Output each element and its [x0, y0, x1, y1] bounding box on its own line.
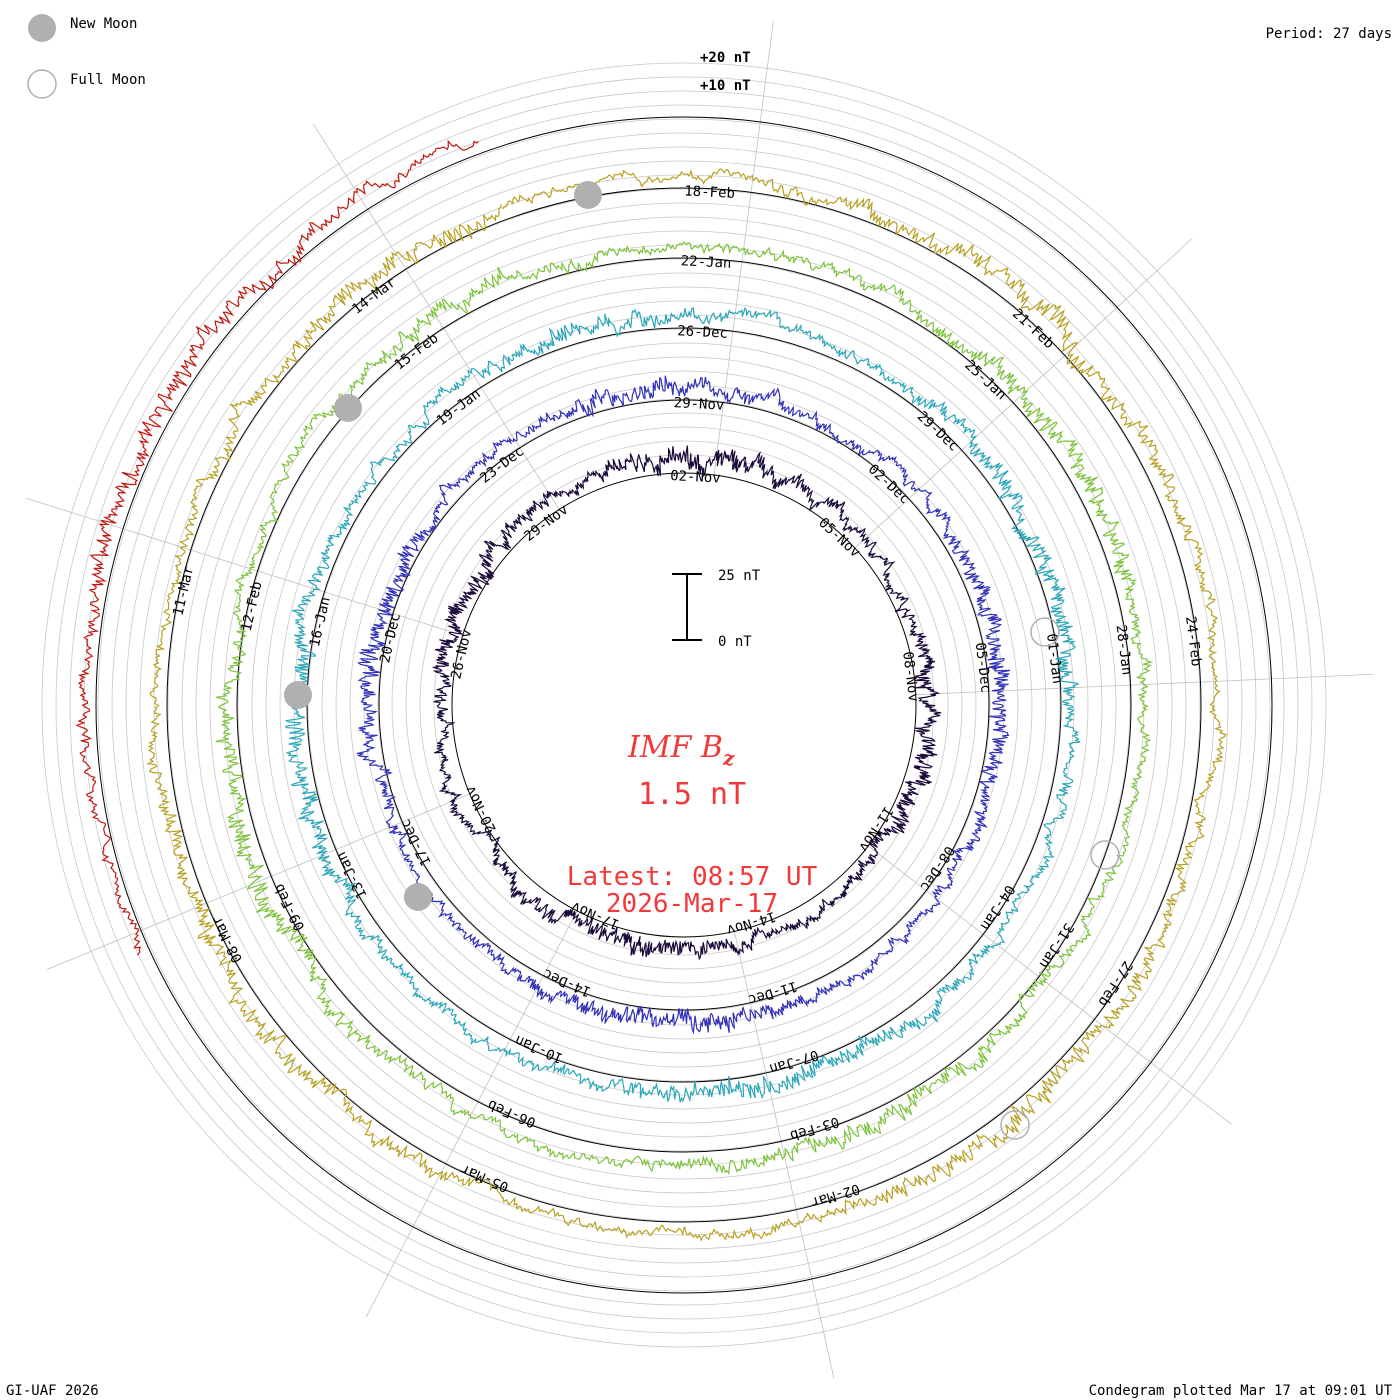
date-label: 01-Jan: [1043, 633, 1065, 685]
grid-ring: [391, 412, 977, 998]
grid-spoke: [734, 931, 835, 1379]
footer-plotted: Condegram plotted Mar 17 at 09:01 UT: [1089, 1383, 1393, 1399]
date-label: 29-Nov: [673, 395, 724, 414]
center-value: 1.5 nT: [638, 777, 746, 812]
date-label: 28-Jan: [1113, 624, 1135, 676]
date-label: 09-Feb: [271, 881, 308, 933]
baseline-ring: [166, 187, 1202, 1223]
baseline-ring: [451, 472, 917, 938]
footer-credit: GI-UAF 2026: [6, 1383, 99, 1399]
full-moon-label: Full Moon: [70, 72, 146, 88]
date-label: 17-Dec: [397, 816, 434, 868]
grid-spoke: [713, 20, 774, 476]
grid-ring: [83, 104, 1285, 1306]
date-label: 11-Mar: [170, 564, 197, 617]
grid-spoke: [312, 123, 560, 510]
grid-spoke: [46, 793, 470, 970]
grid-ring: [167, 188, 1201, 1222]
new-moon-label: New Moon: [70, 16, 137, 32]
full-moon-marker: [1090, 840, 1120, 870]
reference-label-20: +20 nT: [700, 50, 751, 66]
date-label: 02-Nov: [670, 468, 721, 487]
date-label: 18-Feb: [684, 183, 735, 202]
new-moon-marker: [284, 681, 312, 709]
grid-ring: [69, 90, 1299, 1320]
grid-ring: [419, 440, 949, 970]
grid-rings: [41, 62, 1327, 1348]
trace-mar: [75, 139, 479, 956]
grid-spokes: [25, 20, 1374, 1379]
grid-ring: [209, 230, 1159, 1180]
date-label: 08-Mar: [209, 913, 246, 965]
baseline-rings: [95, 116, 1273, 1294]
date-label: 29-Nov: [521, 502, 571, 545]
grid-ring: [405, 426, 963, 984]
grid-ring: [335, 356, 1033, 1054]
latest-date: 2026-Mar-17: [606, 889, 778, 919]
full-moon-icon: [27, 69, 57, 99]
grid-spoke: [867, 845, 1233, 1125]
date-label: 08-Nov: [899, 651, 921, 703]
trace-feb-mar: [146, 168, 1227, 1242]
grid-ring: [377, 398, 991, 1012]
date-label: 24-Feb: [1182, 615, 1204, 667]
grid-ring: [363, 384, 1005, 1026]
period-label: Period: 27 days: [1266, 26, 1392, 42]
grid-ring: [265, 286, 1103, 1124]
baseline-ring: [95, 116, 1273, 1294]
grid-ring: [237, 258, 1131, 1152]
trace-oct-nov: [432, 445, 942, 961]
grid-ring: [55, 76, 1313, 1334]
date-label: 16-Jan: [307, 595, 334, 648]
grid-ring: [279, 300, 1089, 1110]
grid-ring: [251, 272, 1117, 1138]
date-label: 15-Feb: [392, 330, 442, 373]
data-traces: [75, 139, 1227, 1242]
center-title: IMF Bz: [627, 730, 735, 770]
grid-ring: [153, 174, 1215, 1236]
date-label: 05-Dec: [972, 642, 994, 694]
date-label: 12-Feb: [239, 580, 266, 633]
grid-ring: [97, 118, 1271, 1292]
date-label: 22-Jan: [680, 253, 731, 272]
grid-ring: [181, 202, 1187, 1208]
trace-jan-feb: [215, 241, 1154, 1176]
trace-dec-jan: [284, 306, 1081, 1103]
date-label: 26-Nov: [448, 628, 475, 681]
grid-spoke: [854, 238, 1193, 549]
date-label: 14-Mar: [349, 274, 399, 317]
date-label: 04-Jan: [977, 882, 1018, 933]
grid-ring: [349, 370, 1019, 1040]
date-label: 19-Jan: [434, 386, 484, 429]
moon-markers: [284, 181, 1120, 1140]
trace-nov-dec: [356, 375, 1011, 1035]
grid-ring: [41, 62, 1327, 1348]
grid-ring: [111, 132, 1257, 1278]
new-moon-marker: [574, 181, 602, 209]
grid-spoke: [25, 497, 463, 636]
grid-ring: [125, 146, 1243, 1264]
baseline-ring: [236, 257, 1132, 1153]
full-moon-marker: [1030, 617, 1060, 647]
grid-ring: [195, 216, 1173, 1194]
reference-label-10: +10 nT: [700, 78, 751, 94]
new-moon-marker: [334, 394, 362, 422]
grid-ring: [139, 160, 1229, 1250]
date-label: 31-Jan: [1036, 920, 1077, 971]
latest-time: Latest: 08:57 UT: [567, 862, 818, 892]
scale-top-label: 25 nT: [718, 568, 761, 584]
grid-spoke: [365, 910, 578, 1318]
full-moon-marker: [1000, 1110, 1030, 1140]
date-label: 26-Dec: [677, 323, 728, 342]
grid-ring: [307, 328, 1061, 1082]
date-label: 05-Nov: [815, 515, 863, 561]
new-moon-marker: [404, 883, 432, 911]
baseline-ring: [378, 399, 990, 1011]
grid-ring: [321, 342, 1047, 1068]
scale-bottom-label: 0 nT: [718, 634, 752, 650]
new-moon-icon: [28, 14, 56, 42]
